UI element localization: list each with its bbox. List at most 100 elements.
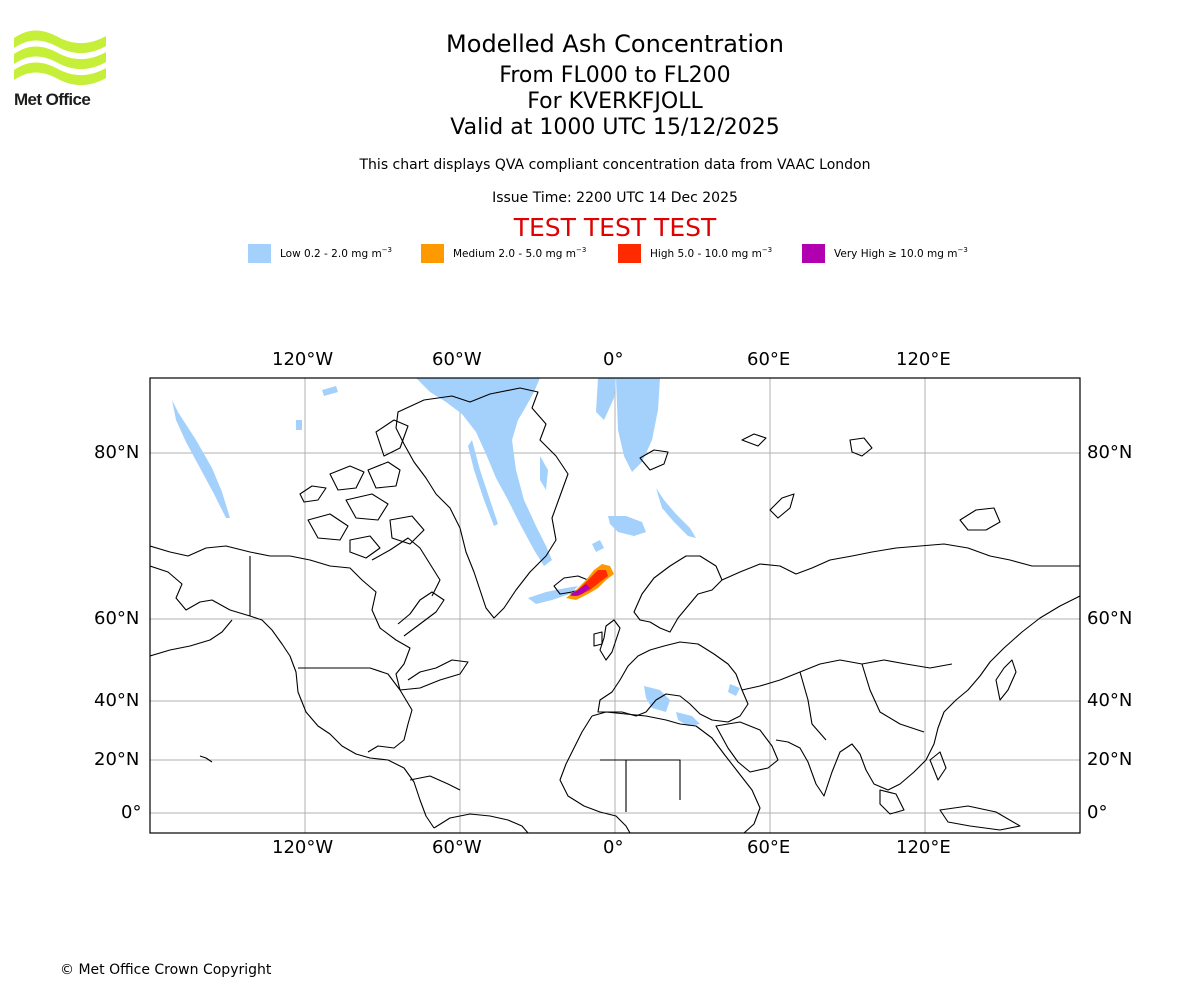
coastline-segment (591, 711, 761, 833)
coastline-segment (299, 485, 327, 503)
ash-low-area (596, 378, 616, 420)
flight-level-range: From FL000 to FL200 (499, 63, 731, 88)
test-banner: TEST TEST TEST (513, 213, 717, 242)
lat-tick-label-left: 60°N (94, 608, 140, 629)
coastline-segment (345, 493, 389, 521)
legend-exponent: −3 (575, 246, 587, 254)
valid-time: Valid at 1000 UTC 15/12/2025 (450, 115, 780, 140)
ash-low-area (172, 400, 230, 518)
lat-tick-label-right: 20°N (1087, 749, 1133, 770)
legend-exponent: −3 (761, 246, 773, 254)
map-frame (149, 377, 1081, 834)
ash-low-area (322, 386, 338, 396)
coastline-segment (150, 545, 411, 691)
ash-low-area (656, 488, 696, 538)
border-segment (298, 667, 401, 691)
ash-plume (566, 564, 614, 600)
coastline-segment (399, 659, 469, 691)
legend-swatch-low (248, 244, 271, 263)
legend-swatch-medium (421, 244, 444, 263)
chart-title: Modelled Ash Concentration (446, 30, 784, 58)
ash-low-area (528, 586, 578, 604)
coastline-segment (349, 535, 381, 559)
lat-tick-label-left: 40°N (94, 690, 140, 711)
coastline-segment (395, 387, 569, 619)
lon-tick-label-top: 120°W (272, 349, 334, 370)
coastline-segment (409, 775, 461, 791)
legend-swatch-high (618, 244, 641, 263)
coastline-segment (433, 813, 529, 833)
coastlines (150, 387, 1080, 833)
lon-tick-label-top: 0° (603, 349, 624, 370)
lon-tick-label-bottom: 120°E (896, 837, 951, 858)
coastline-segment (775, 595, 1080, 797)
lon-tick-label-bottom: 60°W (432, 837, 482, 858)
compliance-note: This chart displays QVA compliant concen… (359, 157, 871, 173)
ash-low-area (608, 516, 646, 536)
lon-tick-label-bottom: 120°W (272, 837, 334, 858)
lat-tick-label-right: 0° (1087, 802, 1108, 823)
coastline-segment (879, 789, 905, 815)
coastline-segment (593, 631, 603, 647)
coastline-segment (329, 465, 365, 491)
lon-tick-label-bottom: 60°E (747, 837, 791, 858)
coastline-segment (715, 721, 779, 773)
issue-time: Issue Time: 2200 UTC 14 Dec 2025 (492, 190, 738, 206)
coastline-segment (741, 433, 767, 447)
wave-logo-icon (14, 30, 106, 86)
ash-low-area (728, 684, 740, 696)
coastline-segment (375, 419, 409, 457)
lon-tick-label-top: 60°E (747, 349, 791, 370)
ash-low-area (416, 378, 552, 566)
coastline-segment (599, 619, 621, 661)
coastline-segment (849, 437, 873, 457)
coastline-segment (367, 689, 413, 753)
lat-tick-label-left: 0° (121, 802, 142, 823)
coastline-segment (597, 641, 749, 723)
legend-exponent: −3 (957, 246, 968, 254)
border-segment (741, 659, 953, 691)
border-segment (799, 671, 827, 741)
coastline-segment (150, 565, 435, 829)
coastline-segment (307, 513, 349, 541)
border-segment (861, 663, 925, 733)
legend-label-low: Low 0.2 - 2.0 mg m (280, 248, 382, 260)
lon-tick-label-bottom: 0° (603, 837, 624, 858)
map-gridlines (150, 378, 1080, 833)
ash-very-high-area (570, 584, 590, 596)
lon-tick-label-top: 60°W (432, 349, 482, 370)
lat-tick-label-left: 80°N (94, 442, 140, 463)
coastline-segment (397, 591, 445, 637)
legend-swatch-very-high (802, 244, 825, 263)
lat-tick-label-left: 20°N (94, 749, 140, 770)
coastline-segment (367, 461, 401, 489)
ash-low-area (296, 420, 302, 430)
coastline-segment (150, 619, 233, 657)
ash-low-area (676, 712, 700, 726)
ash-low-area (616, 378, 660, 472)
ash-low-areas (172, 378, 740, 726)
lat-tick-label-right: 80°N (1087, 442, 1133, 463)
legend-label-medium: Medium 2.0 - 5.0 mg m (453, 248, 576, 260)
copyright-notice: © Met Office Crown Copyright (60, 962, 272, 978)
legend-exponent: −3 (381, 246, 393, 254)
coastline-segment (639, 449, 669, 471)
ash-low-area (468, 440, 498, 526)
logo-wordmark: Met Office (14, 90, 91, 109)
lon-tick-label-top: 120°E (896, 349, 951, 370)
legend-label-high: High 5.0 - 10.0 mg m (650, 248, 762, 260)
coastline-segment (721, 543, 1080, 581)
coastline-segment (995, 659, 1017, 701)
coastline-segment (929, 751, 947, 781)
lat-tick-label-right: 60°N (1087, 608, 1133, 629)
coastline-segment (199, 755, 213, 763)
met-office-logo: Met Office (14, 30, 110, 112)
coastline-segment (633, 555, 723, 633)
lat-tick-label-right: 40°N (1087, 690, 1133, 711)
legend-label-very-high: Very High ≥ 10.0 mg m (834, 248, 958, 260)
coastline-segment (371, 537, 441, 597)
ash-low-area (540, 456, 548, 490)
coastline-segment (389, 515, 425, 545)
ash-low-area (592, 540, 604, 552)
